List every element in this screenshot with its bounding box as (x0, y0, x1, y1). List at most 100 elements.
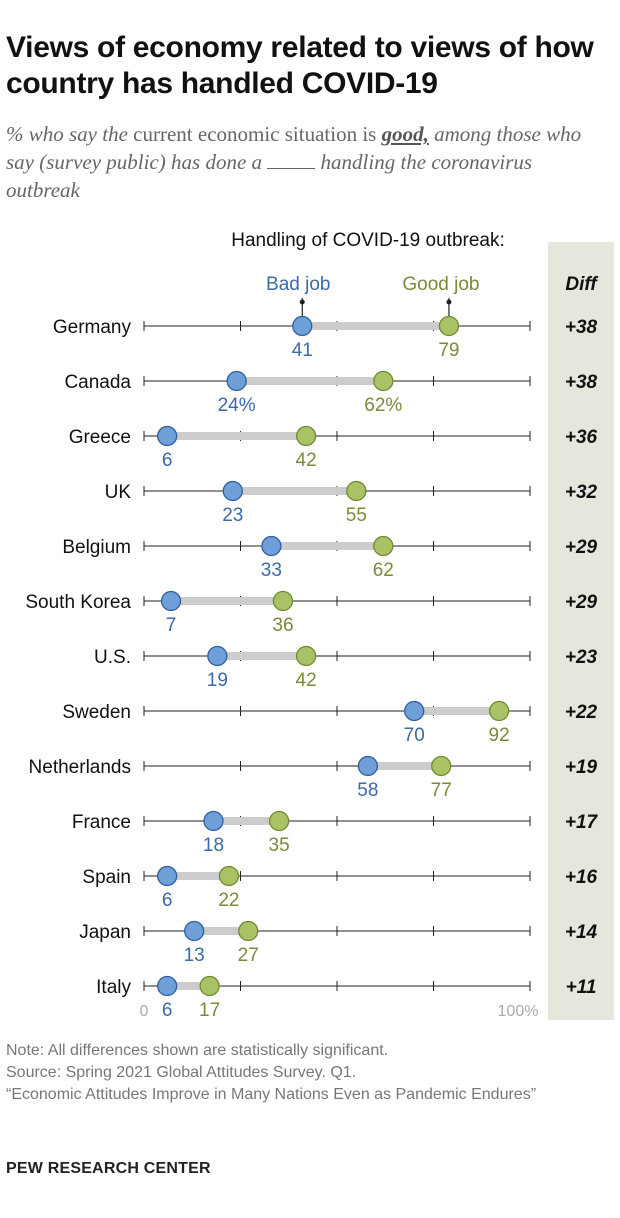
diff-spain: +16 (565, 867, 598, 888)
bad-dot-japan (184, 920, 205, 942)
country-label-greece: Greece (69, 427, 131, 448)
bad-value-italy: 6 (162, 1000, 173, 1020)
country-label-u-s: U.S. (94, 647, 131, 668)
bad-value-germany: 41 (292, 340, 313, 361)
source-text: Source: Spring 2021 Global Attitudes Sur… (6, 1064, 357, 1081)
chart-title: Views of economy related to views of how… (6, 31, 594, 100)
good-dot-south-korea (272, 590, 294, 612)
subtitle-good: good, (381, 122, 429, 146)
diff-france: +17 (565, 812, 599, 833)
subtitle-part5: handling the coronavirus outbreak (6, 150, 533, 202)
good-value-germany: 79 (438, 340, 459, 361)
bad-value-netherlands: 58 (357, 780, 378, 801)
bad-dot-france (203, 810, 224, 832)
footer-brand: PEW RESEARCH CENTER (6, 1160, 211, 1177)
bad-value-france: 18 (203, 835, 224, 856)
country-label-canada: Canada (64, 372, 131, 393)
chart-subtitle: % who say the current economic situation… (6, 120, 606, 204)
country-label-south-korea: South Korea (25, 592, 131, 613)
bad-dot-germany (292, 315, 313, 337)
good-value-south-korea: 36 (272, 615, 293, 636)
bad-dot-italy (157, 975, 178, 997)
diff-sweden: +22 (565, 702, 598, 723)
bad-value-uk: 23 (222, 505, 243, 526)
bad-value-greece: 6 (162, 450, 173, 471)
bad-dot-south-korea (160, 590, 182, 612)
diff-header: Diff (565, 274, 598, 295)
bad-value-sweden: 70 (404, 725, 425, 746)
handling-header: Handling of COVID-19 outbreak: (231, 230, 505, 251)
good-dot-france (268, 810, 290, 832)
diff-netherlands: +19 (565, 757, 598, 778)
note-text: Note: All differences shown are statisti… (6, 1042, 389, 1059)
subtitle-part2: current economic situation is (133, 122, 377, 146)
subtitle-blank (267, 150, 316, 169)
diff-belgium: +29 (565, 537, 598, 558)
good-dot-sweden (488, 700, 510, 722)
bad-value-u-s: 19 (207, 670, 228, 691)
bad-dot-sweden (404, 700, 425, 722)
bad-dot-canada (226, 370, 247, 392)
good-value-greece: 42 (296, 450, 317, 471)
dot-plot-chart: Diff Handling of COVID-19 outbreak: Bad jo… (25, 230, 614, 1020)
good-value-u-s: 42 (296, 670, 317, 691)
country-label-belgium: Belgium (62, 537, 131, 558)
diff-south-korea: +29 (565, 592, 598, 613)
legend-bad-job: Bad job (266, 274, 330, 295)
good-dot-greece (295, 425, 317, 447)
good-value-japan: 27 (238, 945, 259, 966)
diff-germany: +38 (565, 317, 598, 338)
bad-dot-greece (157, 425, 178, 447)
legend-good-job: Good job (402, 274, 479, 295)
good-value-canada: 62% (364, 395, 402, 416)
good-dot-japan (238, 920, 259, 942)
good-dot-germany (438, 315, 460, 337)
subtitle-part1: % who say the (6, 122, 128, 146)
bad-value-south-korea: 7 (166, 615, 177, 636)
axis-max-label: 100% (498, 1003, 539, 1020)
bad-value-spain: 6 (162, 890, 173, 911)
chart-notes: Note: All differences shown are statisti… (6, 1040, 606, 1106)
country-label-italy: Italy (96, 977, 131, 998)
country-label-spain: Spain (82, 867, 131, 888)
good-dot-u-s (295, 645, 317, 667)
bad-value-belgium: 33 (261, 560, 282, 581)
diff-greece: +36 (565, 427, 598, 448)
bad-dot-netherlands (357, 755, 379, 777)
good-dot-netherlands (431, 755, 452, 777)
bad-dot-spain (157, 865, 178, 887)
diff-uk: +32 (565, 482, 598, 503)
diff-canada: +38 (565, 372, 598, 393)
subtitle-part4: among those who say (survey public) has … (6, 122, 582, 174)
country-label-germany: Germany (53, 317, 132, 338)
country-label-japan: Japan (79, 922, 131, 943)
country-label-netherlands: Netherlands (29, 757, 131, 778)
country-label-france: France (72, 812, 131, 833)
good-value-france: 35 (269, 835, 290, 856)
good-value-spain: 22 (218, 890, 239, 911)
bad-dot-u-s (207, 645, 228, 667)
country-label-uk: UK (105, 482, 132, 503)
bad-dot-belgium (261, 535, 282, 557)
good-dot-uk (346, 480, 367, 502)
good-value-uk: 55 (346, 505, 367, 526)
legend-bad-pointer-dot (299, 299, 305, 305)
good-value-sweden: 92 (489, 725, 510, 746)
good-value-italy: 17 (199, 1000, 220, 1020)
bad-value-japan: 13 (184, 945, 205, 966)
good-value-belgium: 62 (373, 560, 394, 581)
good-dot-canada (373, 370, 394, 392)
good-value-netherlands: 77 (431, 780, 452, 801)
report-title: “Economic Attitudes Improve in Many Nati… (6, 1086, 537, 1103)
diff-column-bg (548, 242, 614, 1020)
good-dot-spain (218, 865, 240, 887)
diff-italy: +11 (566, 977, 597, 998)
axis-min-label: 0 (140, 1003, 149, 1020)
diff-japan: +14 (565, 922, 598, 943)
good-dot-belgium (373, 535, 394, 557)
country-label-sweden: Sweden (62, 702, 131, 723)
bad-dot-uk (222, 480, 243, 502)
good-dot-italy (199, 975, 220, 997)
diff-u-s: +23 (565, 647, 598, 668)
legend-good-pointer-dot (446, 299, 452, 305)
